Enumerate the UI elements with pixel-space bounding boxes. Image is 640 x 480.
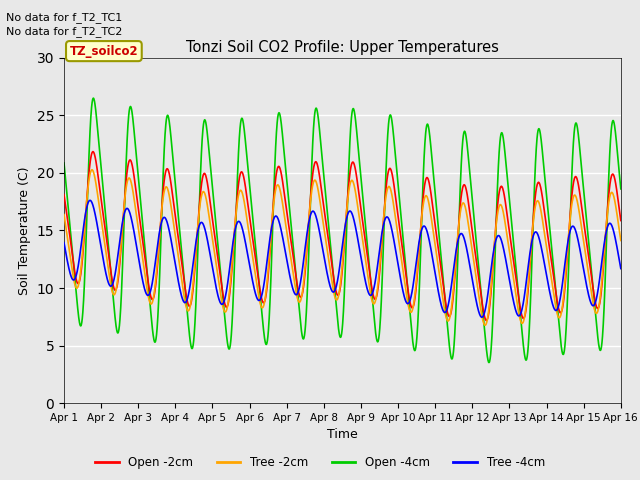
- Text: No data for f_T2_TC2: No data for f_T2_TC2: [6, 26, 123, 37]
- Legend: Open -2cm, Tree -2cm, Open -4cm, Tree -4cm: Open -2cm, Tree -2cm, Open -4cm, Tree -4…: [90, 452, 550, 474]
- Text: No data for f_T2_TC1: No data for f_T2_TC1: [6, 12, 123, 23]
- Title: Tonzi Soil CO2 Profile: Upper Temperatures: Tonzi Soil CO2 Profile: Upper Temperatur…: [186, 40, 499, 55]
- Y-axis label: Soil Temperature (C): Soil Temperature (C): [18, 166, 31, 295]
- Text: TZ_soilco2: TZ_soilco2: [70, 45, 138, 58]
- X-axis label: Time: Time: [327, 429, 358, 442]
